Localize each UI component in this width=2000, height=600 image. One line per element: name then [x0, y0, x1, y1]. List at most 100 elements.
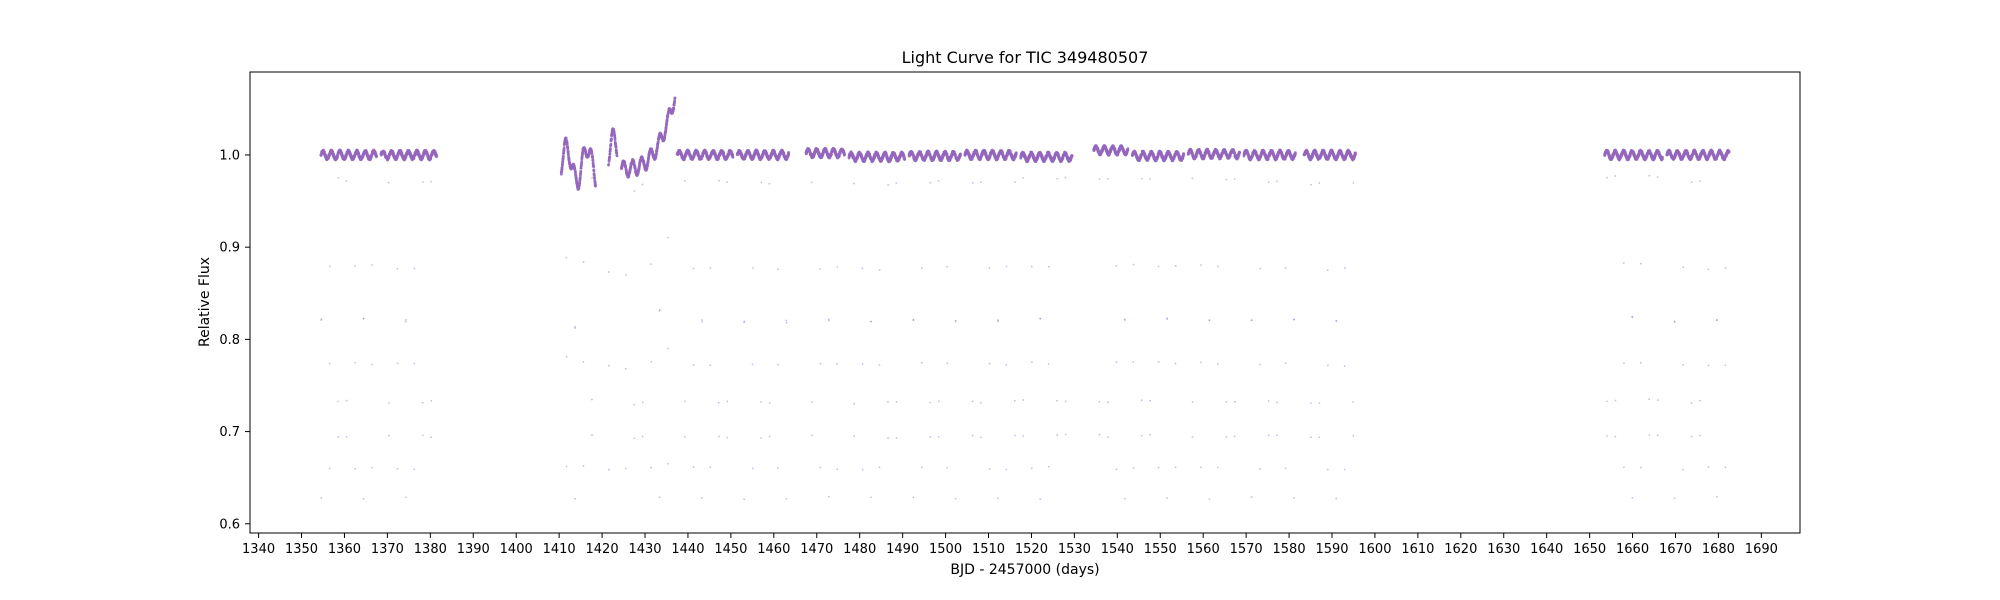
data-point — [650, 360, 653, 363]
data-point — [912, 496, 915, 499]
data-point — [692, 466, 695, 468]
data-point — [1022, 176, 1025, 179]
data-point — [633, 437, 636, 440]
data-point — [608, 155, 612, 159]
data-point — [579, 169, 583, 173]
data-point — [582, 261, 585, 263]
data-point — [396, 267, 399, 270]
data-point — [421, 401, 424, 404]
data-point — [709, 266, 712, 269]
data-point — [785, 321, 788, 324]
data-point — [878, 466, 881, 469]
data-point — [861, 267, 864, 270]
data-point — [1039, 498, 1042, 501]
data-point — [650, 466, 653, 469]
data-point — [760, 401, 762, 403]
data-point — [700, 319, 703, 321]
data-point — [667, 347, 669, 350]
data-point — [760, 436, 763, 439]
data-point — [565, 256, 568, 259]
data-point — [430, 399, 433, 402]
data-point — [615, 154, 619, 158]
data-point — [610, 137, 613, 141]
data-point — [726, 436, 729, 439]
data-point — [656, 140, 660, 144]
data-point — [1030, 361, 1033, 363]
data-point — [954, 319, 957, 322]
data-point — [566, 146, 570, 150]
data-point — [641, 401, 644, 404]
plot-area-frame — [249, 71, 1801, 534]
data-point — [929, 436, 932, 438]
data-point — [971, 400, 974, 403]
data-point — [615, 151, 619, 155]
data-point — [320, 497, 323, 500]
light-curve-segment — [735, 148, 791, 501]
data-point — [591, 158, 595, 162]
data-point — [629, 165, 633, 169]
data-point — [954, 153, 957, 157]
data-point — [1030, 467, 1033, 470]
light-curve-segment — [675, 148, 735, 499]
data-point — [988, 362, 991, 365]
data-point — [836, 362, 839, 365]
data-point — [430, 180, 432, 183]
data-point — [574, 326, 577, 328]
data-point — [811, 401, 813, 403]
data-point — [565, 355, 568, 358]
data-point — [684, 436, 686, 438]
data-point — [717, 401, 720, 404]
data-point — [625, 274, 627, 277]
data-point — [362, 497, 365, 500]
light-curve-segment — [963, 148, 1018, 500]
data-point — [743, 498, 746, 501]
data-point — [988, 267, 991, 269]
data-point — [328, 467, 331, 470]
data-point — [591, 161, 595, 164]
data-point — [717, 435, 720, 438]
data-point — [726, 181, 729, 183]
data-point — [362, 317, 365, 320]
data-point — [337, 436, 340, 438]
data-point — [912, 319, 915, 321]
data-point — [768, 435, 771, 438]
data-point — [937, 435, 940, 438]
data-point — [692, 364, 695, 366]
data-point — [709, 466, 712, 468]
data-point — [371, 363, 373, 366]
data-point — [929, 401, 932, 404]
data-point — [785, 497, 788, 500]
data-point — [328, 362, 331, 365]
data-point — [768, 401, 771, 404]
data-point — [937, 400, 940, 403]
data-point — [608, 152, 612, 156]
data-point — [827, 319, 830, 322]
data-point — [853, 435, 856, 438]
data-point — [777, 363, 780, 366]
data-point — [388, 434, 390, 437]
data-point — [387, 181, 390, 184]
light-curve-segment — [379, 148, 439, 499]
data-point — [777, 467, 779, 469]
data-point — [1013, 399, 1016, 402]
data-point — [878, 364, 881, 367]
data-point — [1039, 317, 1042, 320]
data-point — [371, 264, 374, 266]
data-point — [421, 434, 424, 437]
data-point — [853, 182, 855, 185]
data-point — [929, 181, 932, 184]
data-point — [861, 468, 864, 471]
light-curve-segment — [804, 146, 846, 498]
data-point — [954, 497, 957, 500]
light-curve-segment — [847, 150, 907, 499]
data-point — [819, 466, 822, 469]
data-point — [404, 496, 407, 499]
light-curve-segment — [607, 127, 619, 471]
data-point — [607, 163, 611, 166]
data-point — [836, 265, 839, 268]
data-point — [560, 172, 563, 176]
light-curve-segment — [319, 148, 378, 500]
data-point — [354, 264, 356, 267]
data-point — [608, 364, 610, 367]
